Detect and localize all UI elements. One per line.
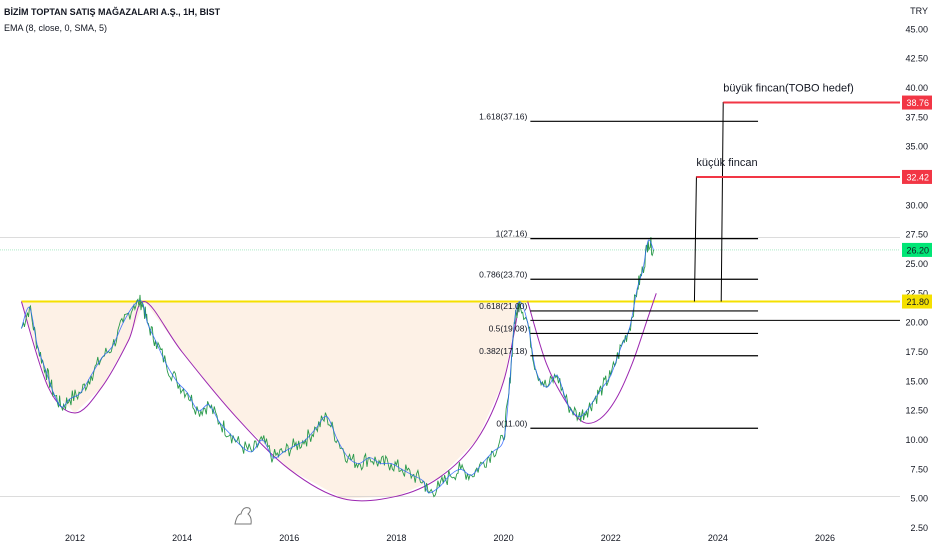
price-tag-0: 38.76: [906, 98, 929, 108]
x-tick-0: 2012: [65, 533, 85, 543]
cup-fill: [21, 301, 520, 499]
x-tick-3: 2018: [386, 533, 406, 543]
y-tick-7: 20.00: [905, 318, 928, 328]
chart-title: BİZİM TOPTAN SATIŞ MAĞAZALARI A.Ş., 1H, …: [4, 7, 221, 17]
y-tick-4: 12.50: [905, 406, 928, 416]
y-tick-13: 35.00: [905, 142, 928, 152]
y-tick-6: 17.50: [905, 347, 928, 357]
ema-line: [21, 239, 654, 494]
indicator-legend[interactable]: EMA (8, close, 0, SMA, 5): [4, 23, 108, 33]
currency-label: TRY: [910, 6, 928, 16]
y-tick-10: 27.50: [905, 230, 928, 240]
fib-label-6: 0(11.00): [496, 418, 527, 428]
annotation-layer: büyük fincan(TOBO hedef) küçük fincan: [693, 83, 900, 302]
y-tick-5: 15.00: [905, 376, 928, 386]
x-tick-6: 2024: [708, 533, 728, 543]
reference-lines: [0, 237, 900, 497]
background-layer: [21, 301, 520, 499]
price-tag-bg-2: [902, 242, 932, 257]
price-tag-bg-1: [902, 169, 932, 184]
price-axis: 2.50 5.00 7.50 10.00 12.50 15.00 17.50 20.00 22.…: [902, 6, 932, 533]
fib-label-4: 0.5(19.08): [489, 323, 528, 333]
price-tag-3: 21.80: [906, 297, 929, 307]
price-tag-1: 32.42: [906, 172, 929, 182]
price-tag-bg-0: [902, 95, 932, 110]
series-layer: [20, 236, 900, 502]
logo: [234, 507, 252, 525]
y-tick-17: 45.00: [905, 24, 928, 34]
y-tick-0: 2.50: [910, 523, 928, 533]
y-tick-11: 30.00: [905, 200, 928, 210]
x-tick-7: 2026: [815, 533, 835, 543]
x-tick-1: 2014: [172, 533, 192, 543]
x-tick-2: 2016: [279, 533, 299, 543]
annotation-label-0: büyük fincan(TOBO hedef): [723, 83, 854, 95]
price-tag-2: 26.20: [906, 245, 929, 255]
fib-label-5: 0.382(17.18): [479, 346, 527, 356]
time-axis: 2012 2014 2016 2018 2020 2022 2024 2026: [65, 533, 835, 543]
fib-label-0: 1.618(37.16): [479, 111, 527, 121]
y-tick-3: 10.00: [905, 435, 928, 445]
y-tick-1: 5.00: [910, 494, 928, 504]
cup-arc: [20, 301, 521, 502]
fibonacci-layer: 1.618(37.16) 1(27.16) 0.786(23.70) 0.618(21…: [479, 111, 900, 429]
x-tick-5: 2022: [601, 533, 621, 543]
target-stem-0: [720, 102, 900, 302]
y-tick-16: 42.50: [905, 54, 928, 64]
y-tick-8: 22.50: [905, 288, 928, 298]
y-tick-9: 25.00: [905, 259, 928, 269]
price-tag-bg-3: [902, 294, 932, 309]
fib-label-3: 0.618(21.00): [479, 301, 527, 311]
y-tick-15: 40.00: [905, 83, 928, 93]
fib-label-2: 0.786(23.70): [479, 269, 527, 279]
y-tick-2: 7.50: [910, 464, 928, 474]
dino-logo-icon: [234, 507, 252, 525]
handle-arc: [527, 293, 657, 424]
annotation-label-1: küçük fincan: [696, 157, 757, 169]
x-tick-4: 2020: [494, 533, 514, 543]
fib-label-1: 1(27.16): [496, 229, 528, 239]
y-tick-14: 37.50: [905, 112, 928, 122]
price-line: [20, 236, 655, 498]
